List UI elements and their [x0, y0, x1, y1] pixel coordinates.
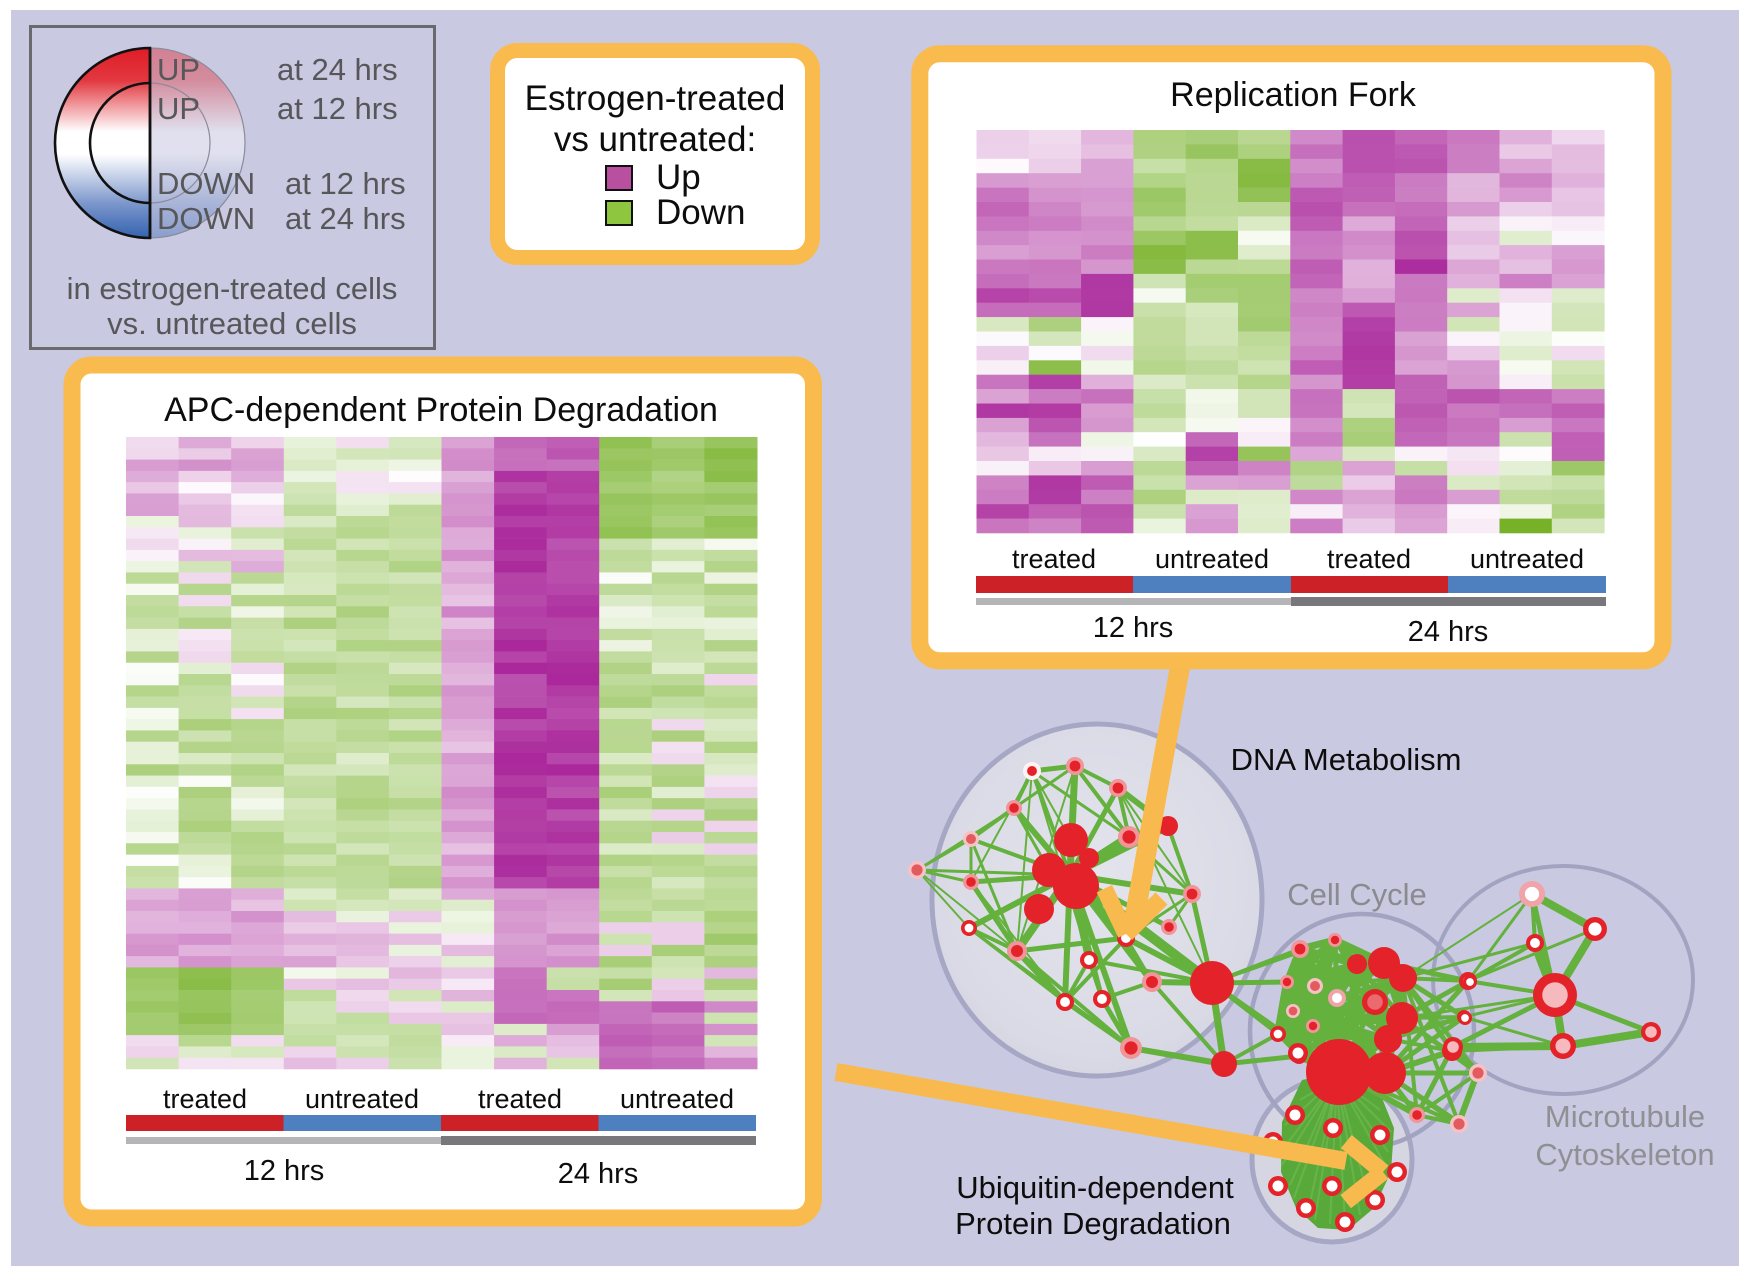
svg-text:DOWN: DOWN [157, 166, 255, 201]
svg-text:UP: UP [157, 91, 200, 126]
svg-text:Down: Down [656, 193, 745, 232]
svg-text:Ubiquitin-dependent: Ubiquitin-dependent [956, 1170, 1234, 1205]
svg-text:untreated: untreated [1155, 544, 1269, 574]
svg-text:24 hrs: 24 hrs [1408, 616, 1489, 648]
svg-text:treated: treated [1012, 544, 1096, 574]
svg-text:at 24 hrs: at 24 hrs [277, 52, 398, 87]
svg-text:APC-dependent Protein Degradat: APC-dependent Protein Degradation [164, 391, 718, 429]
svg-text:Up: Up [656, 158, 701, 197]
svg-text:12 hrs: 12 hrs [244, 1155, 325, 1187]
svg-text:treated: treated [163, 1084, 247, 1114]
svg-text:Replication Fork: Replication Fork [1170, 76, 1417, 114]
svg-text:Cell Cycle: Cell Cycle [1287, 877, 1427, 912]
svg-text:DOWN: DOWN [157, 201, 255, 236]
svg-text:at 24 hrs: at 24 hrs [285, 201, 406, 236]
svg-text:Cytoskeleton: Cytoskeleton [1535, 1137, 1714, 1172]
svg-text:Estrogen-treated: Estrogen-treated [525, 79, 786, 118]
svg-text:untreated: untreated [1470, 544, 1584, 574]
svg-text:DNA Metabolism: DNA Metabolism [1231, 742, 1462, 777]
svg-text:Protein Degradation: Protein Degradation [955, 1206, 1231, 1241]
svg-text:UP: UP [157, 52, 200, 87]
svg-text:Microtubule: Microtubule [1545, 1099, 1705, 1134]
svg-text:treated: treated [478, 1084, 562, 1114]
svg-text:at 12 hrs: at 12 hrs [285, 166, 406, 201]
svg-text:in estrogen-treated cells: in estrogen-treated cells [67, 271, 398, 306]
svg-text:vs untreated:: vs untreated: [554, 120, 756, 159]
svg-text:12 hrs: 12 hrs [1093, 612, 1174, 644]
svg-text:at 12 hrs: at 12 hrs [277, 91, 398, 126]
svg-text:24 hrs: 24 hrs [558, 1158, 639, 1190]
svg-text:treated: treated [1327, 544, 1411, 574]
svg-text:untreated: untreated [305, 1084, 419, 1114]
svg-text:vs. untreated cells: vs. untreated cells [107, 306, 357, 341]
svg-text:untreated: untreated [620, 1084, 734, 1114]
